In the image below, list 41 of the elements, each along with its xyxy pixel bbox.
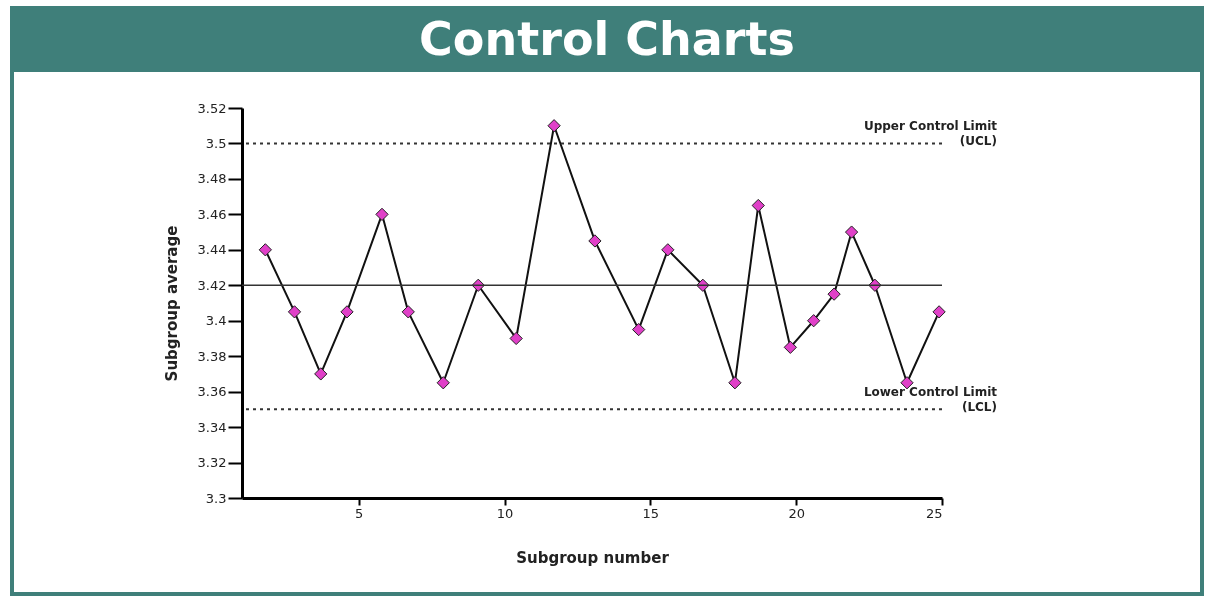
point — [661, 243, 675, 257]
y-tick-label: 3.36 — [197, 384, 227, 400]
chart-title: Control Charts — [10, 6, 1204, 72]
point — [547, 119, 561, 133]
y-tick-label: 3.3 — [205, 490, 227, 506]
point — [783, 340, 797, 354]
point — [314, 367, 328, 381]
y-tick-label: 3.46 — [197, 206, 227, 222]
y-axis-title: Subgroup average — [162, 225, 181, 382]
point — [509, 331, 523, 346]
x-tick-label: 20 — [788, 505, 805, 521]
point — [340, 305, 354, 319]
x-axis-title: Subgroup number — [516, 548, 670, 567]
y-tick-label: 3.4 — [205, 313, 227, 329]
point — [375, 207, 389, 221]
y-tick-label: 3.5 — [205, 135, 227, 151]
point — [932, 305, 946, 319]
y-tick-label: 3.38 — [197, 348, 227, 364]
point — [827, 287, 841, 301]
point — [588, 234, 602, 248]
x-tick-label: 25 — [925, 505, 943, 521]
ref-line-label: Upper Control Limit (UCL) — [863, 119, 998, 149]
point — [807, 314, 821, 328]
point — [728, 376, 742, 390]
ref-line-label: Lower Control Limit (LCL) — [863, 385, 998, 415]
y-tick-label: 3.48 — [197, 171, 227, 187]
x-tick-label: 15 — [642, 505, 660, 521]
point — [401, 305, 415, 319]
point — [258, 243, 272, 257]
y-tick-label: 3.52 — [197, 100, 227, 116]
point — [436, 376, 450, 390]
point — [751, 198, 765, 213]
y-tick-label: 3.42 — [197, 277, 227, 293]
y-tick-label: 3.34 — [197, 419, 227, 435]
point — [632, 322, 646, 337]
x-tick-label: 5 — [355, 505, 364, 521]
point — [287, 305, 302, 319]
x-tick-label: 10 — [496, 505, 514, 521]
y-tick-label: 3.32 — [197, 455, 227, 471]
point — [844, 225, 859, 239]
y-tick-label: 3.44 — [197, 242, 227, 258]
